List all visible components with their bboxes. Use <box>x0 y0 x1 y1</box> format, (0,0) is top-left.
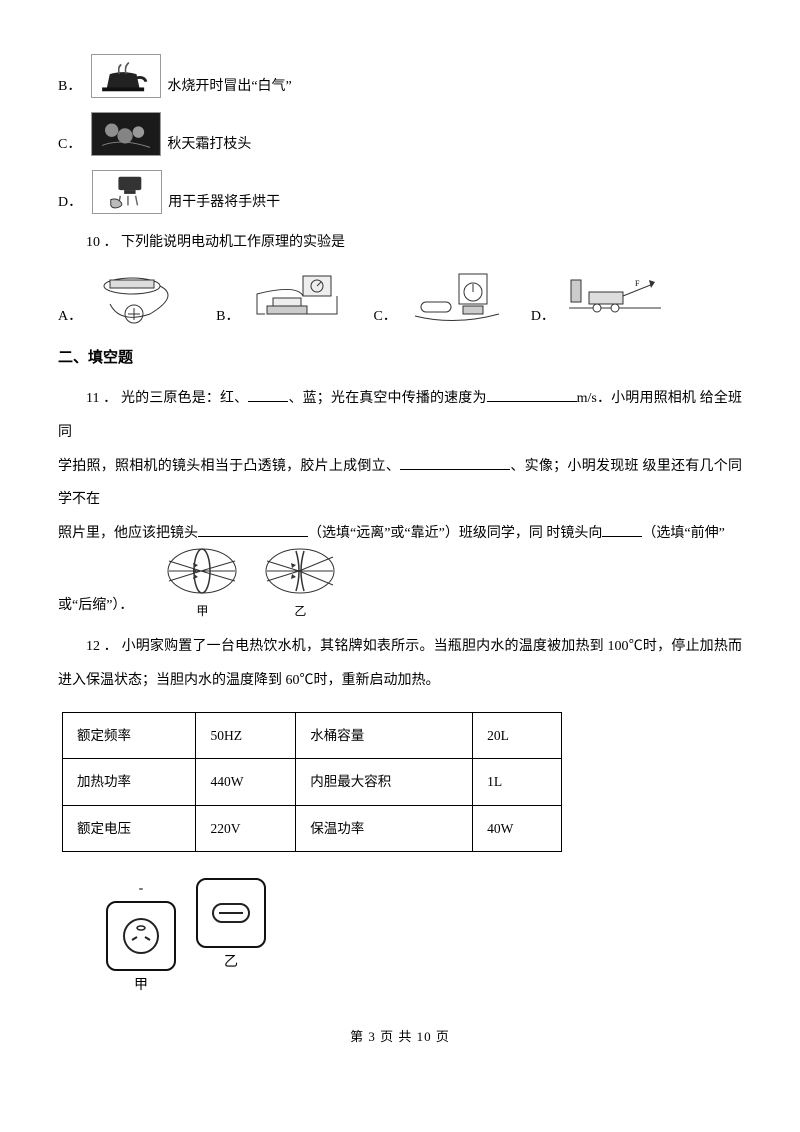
q-num: 11 ． <box>86 391 117 406</box>
cell: 50HZ <box>196 712 296 759</box>
text: 、蓝；光在真空中传播的速度为 <box>288 391 486 406</box>
opt-label: D． <box>531 306 555 328</box>
caption: 乙 <box>294 597 306 626</box>
opt-label: A． <box>58 306 82 328</box>
text: （选填“前伸” <box>642 526 724 541</box>
question-11: 11 ． 光的三原色是：红、、蓝；光在真空中传播的速度为m/s．小明用照相机 给… <box>58 382 742 622</box>
cell: 40W <box>473 805 562 852</box>
cell: 220V <box>196 805 296 852</box>
page-num: 3 <box>368 1029 376 1044</box>
hand-dryer-icon <box>92 170 162 214</box>
text: 光的三原色是：红、 <box>121 391 248 406</box>
socket-jia: - 甲 <box>106 878 176 997</box>
opt-label: D． <box>58 192 82 214</box>
spec-table: 额定频率 50HZ 水桶容量 20L 加热功率 440W 内胆最大容积 1L 额… <box>62 712 562 853</box>
question-12: 12 ． 小明家购置了一台电热饮水机，其铭牌如表所示。当瓶胆内水的温度被加热到 … <box>58 630 742 697</box>
opt-text: 秋天霜打枝头 <box>167 134 251 156</box>
cell: 加热功率 <box>63 759 196 806</box>
opt-text: 用干手器将手烘干 <box>168 192 280 214</box>
socket-diagram: - 甲 乙 <box>106 878 742 997</box>
text: 照片里，他应该把镜头 <box>58 526 198 541</box>
caption: 乙 <box>224 952 238 974</box>
coil-compass-icon <box>90 266 194 328</box>
blank[interactable] <box>198 523 308 537</box>
q-num: 10 ． <box>86 235 118 250</box>
cart-magnet-icon: F <box>563 266 667 328</box>
lens-diagram: 甲 乙 <box>153 550 349 622</box>
cell: 20L <box>473 712 562 759</box>
q10-opt-a: A． <box>58 266 194 328</box>
table-row: 额定电压 220V 保温功率 40W <box>63 805 562 852</box>
frost-icon <box>91 112 161 156</box>
blank[interactable] <box>602 523 642 537</box>
option-d: D． 用干手器将手烘干 <box>58 170 742 214</box>
page-footer: 第 3 页 共 10 页 <box>58 1027 742 1048</box>
caption: 甲 <box>134 975 148 997</box>
q10-opt-c: C． <box>373 266 508 328</box>
cell: 保温功率 <box>296 805 473 852</box>
caption: 甲 <box>196 597 208 626</box>
galvanometer-magnet-icon <box>405 266 509 328</box>
opt-label: C． <box>373 306 396 328</box>
text: （选填“远离”或“靠近”）班级同学，同 时镜头向 <box>308 526 602 541</box>
concave-lens-icon <box>261 547 339 595</box>
page-total: 10 <box>417 1029 432 1044</box>
socket-yi: 乙 <box>196 878 266 974</box>
question-10: 10 ． 下列能说明电动机工作原理的实验是 <box>58 232 742 254</box>
text: 页 <box>432 1029 450 1044</box>
convex-lens-icon <box>163 547 241 595</box>
blank[interactable] <box>487 388 577 402</box>
two-pin-socket-icon <box>196 878 266 948</box>
q-text: 小明家购置了一台电热饮水机，其铭牌如表所示。当瓶胆内水的温度被加热到 100℃时… <box>58 639 742 688</box>
cell: 内胆最大容积 <box>296 759 473 806</box>
q10-options: A． B． C． D． F <box>58 266 742 328</box>
table-row: 额定频率 50HZ 水桶容量 20L <box>63 712 562 759</box>
cell: 1L <box>473 759 562 806</box>
q-line1: 11 ． 光的三原色是：红、、蓝；光在真空中传播的速度为m/s．小明用照相机 给… <box>58 382 742 449</box>
stove-meter-icon <box>247 266 351 328</box>
table-row: 加热功率 440W 内胆最大容积 1L <box>63 759 562 806</box>
cell: 额定电压 <box>63 805 196 852</box>
opt-label: B． <box>58 76 81 98</box>
blank[interactable] <box>248 388 288 402</box>
option-c: C． 秋天霜打枝头 <box>58 112 742 156</box>
text: 页 共 <box>376 1029 417 1044</box>
cell: 440W <box>196 759 296 806</box>
kettle-icon <box>91 54 161 98</box>
text: 第 <box>350 1029 368 1044</box>
opt-text: 水烧开时冒出“白气” <box>167 76 291 98</box>
section-2-heading: 二、填空题 <box>58 346 742 370</box>
q10-opt-d: D． F <box>531 266 667 328</box>
text: 或“后缩”）． <box>58 589 133 623</box>
opt-label: C． <box>58 134 81 156</box>
cell: 额定频率 <box>63 712 196 759</box>
text: 学拍照，照相机的镜头相当于凸透镜，胶片上成倒立、 <box>58 459 400 474</box>
cell: 水桶容量 <box>296 712 473 759</box>
option-b: B． 水烧开时冒出“白气” <box>58 54 742 98</box>
blank[interactable] <box>400 456 510 470</box>
q-text: 下列能说明电动机工作原理的实验是 <box>121 235 345 250</box>
q10-opt-b: B． <box>216 266 351 328</box>
q-num: 12 ． <box>86 639 118 654</box>
opt-label: B． <box>216 306 239 328</box>
svg-text:F: F <box>635 279 640 288</box>
three-pin-socket-icon <box>106 901 176 971</box>
